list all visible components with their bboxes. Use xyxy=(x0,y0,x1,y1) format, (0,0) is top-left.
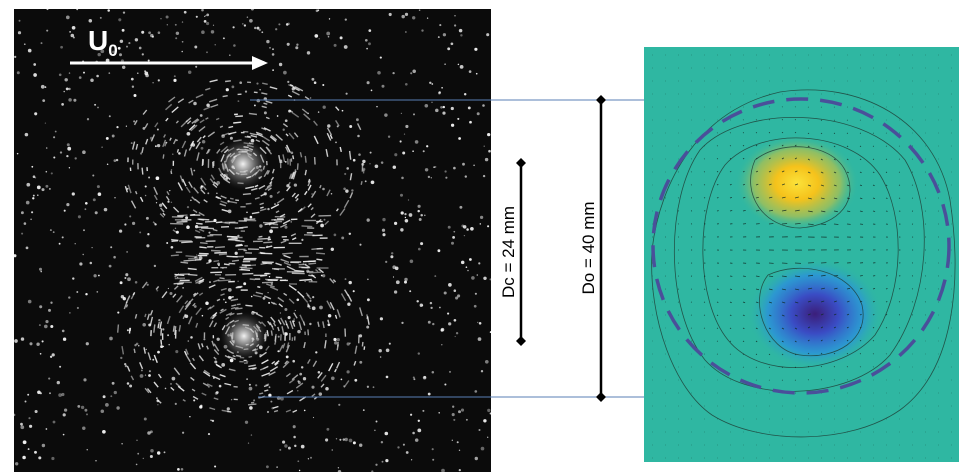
core-diameter-dimension: Dc = 24 mm xyxy=(499,158,526,346)
outer-diameter-bottom-marker-icon xyxy=(596,392,606,402)
positive-vorticity-region xyxy=(735,135,859,231)
lower-vortex-core-glow xyxy=(220,312,268,360)
negative-vorticity-region xyxy=(747,258,883,370)
upper-vortex-core-glow xyxy=(217,138,269,190)
particle-image xyxy=(13,7,492,472)
core-diameter-top-marker-icon xyxy=(516,158,526,168)
velocity-field-plot xyxy=(644,47,959,462)
outer-diameter-label: Do = 40 mm xyxy=(579,201,598,294)
outer-diameter-top-marker-icon xyxy=(596,95,606,105)
outer-diameter-dimension: Do = 40 mm xyxy=(579,95,606,402)
core-diameter-label: Dc = 24 mm xyxy=(499,206,518,298)
core-diameter-bottom-marker-icon xyxy=(516,336,526,346)
